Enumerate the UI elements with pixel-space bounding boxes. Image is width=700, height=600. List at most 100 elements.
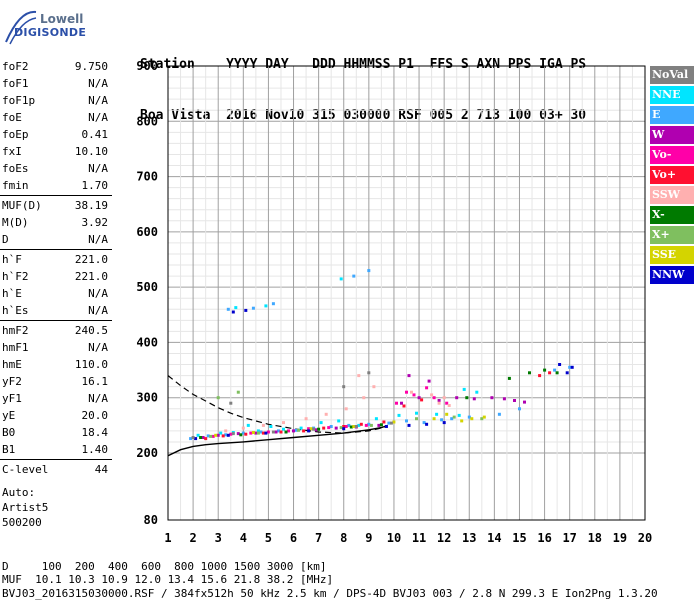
echo-point bbox=[450, 417, 454, 421]
echo-point bbox=[216, 396, 220, 400]
legend-item: Vo+ bbox=[650, 166, 694, 184]
echo-point bbox=[352, 274, 356, 278]
echo-point bbox=[507, 376, 511, 380]
echo-point bbox=[256, 429, 260, 433]
echo-point bbox=[327, 426, 331, 430]
echo-point bbox=[548, 371, 552, 375]
echo-point bbox=[339, 426, 343, 430]
param-value: N/A bbox=[88, 304, 108, 317]
echo-point bbox=[302, 429, 306, 433]
x-tick-label: 8 bbox=[340, 531, 347, 545]
echo-point bbox=[244, 308, 248, 312]
param-row: MUF(D) 38.19 bbox=[0, 197, 112, 214]
param-name: C-level bbox=[2, 463, 49, 476]
param-name: hmF2 bbox=[2, 324, 29, 337]
param-row: B0 18.4 bbox=[0, 424, 112, 441]
echo-point bbox=[226, 307, 230, 311]
echo-point bbox=[568, 365, 572, 369]
logo-line1: Lowell bbox=[40, 12, 84, 26]
param-row: foEs N/A bbox=[0, 160, 112, 177]
echo-point bbox=[482, 415, 486, 419]
echo-point bbox=[382, 420, 386, 424]
footer-muf-row: MUF 10.1 10.3 10.9 12.0 13.4 15.6 21.8 3… bbox=[2, 573, 334, 586]
echo-point bbox=[189, 437, 193, 441]
echo-point bbox=[407, 374, 411, 378]
x-tick-label: 16 bbox=[537, 531, 551, 545]
echo-point bbox=[565, 371, 569, 375]
echo-point bbox=[497, 412, 501, 416]
echo-point bbox=[292, 429, 295, 433]
auto-label: Auto: bbox=[2, 486, 36, 499]
x-tick-label: 20 bbox=[638, 531, 652, 545]
param-name: h`Es bbox=[2, 304, 29, 317]
param-row: D N/A bbox=[0, 231, 112, 248]
param-name: h`F bbox=[2, 253, 22, 266]
param-value: 20.0 bbox=[81, 409, 109, 422]
echo-point bbox=[234, 306, 238, 310]
param-row: foE N/A bbox=[0, 109, 112, 126]
echo-point bbox=[271, 430, 275, 434]
echo-point bbox=[261, 423, 265, 427]
param-row: C-level 44 bbox=[0, 461, 112, 478]
logo-antenna-icon bbox=[5, 10, 37, 45]
param-value: 10.10 bbox=[74, 145, 108, 158]
echo-point bbox=[211, 434, 215, 438]
param-value: 0.41 bbox=[81, 128, 109, 141]
echo-point bbox=[236, 432, 240, 436]
param-value: 110.0 bbox=[74, 358, 108, 371]
param-name: foEp bbox=[2, 128, 29, 141]
param-name: foF1p bbox=[2, 94, 36, 107]
param-value: 221.0 bbox=[74, 253, 108, 266]
echo-point bbox=[256, 431, 260, 435]
param-separator bbox=[0, 459, 112, 460]
param-value: N/A bbox=[88, 111, 108, 124]
echo-point bbox=[425, 422, 429, 426]
echo-point bbox=[475, 390, 479, 394]
param-value: 3.92 bbox=[81, 216, 109, 229]
echo-point bbox=[246, 423, 250, 427]
echo-point bbox=[359, 422, 363, 426]
echo-point bbox=[389, 421, 393, 425]
param-row: hmF1 N/A bbox=[0, 339, 112, 356]
x-tick-label: 15 bbox=[512, 531, 526, 545]
legend-item: NNW bbox=[650, 266, 694, 284]
param-row: h`F2 221.0 bbox=[0, 268, 112, 285]
param-value: 38.19 bbox=[74, 199, 108, 212]
param-name: B1 bbox=[2, 443, 16, 456]
echo-point bbox=[214, 433, 218, 437]
echo-point bbox=[194, 437, 198, 441]
virtual-height-trace bbox=[167, 375, 388, 434]
echo-point bbox=[297, 428, 300, 432]
y-tick-label: 80 bbox=[144, 513, 158, 527]
legend-item: X+ bbox=[650, 226, 694, 244]
y-tick-label: 600 bbox=[136, 225, 158, 239]
echo-point bbox=[523, 400, 526, 404]
auto-program: Artist5 bbox=[2, 501, 49, 514]
echo-point bbox=[427, 379, 431, 383]
echo-point bbox=[417, 396, 421, 400]
echo-point bbox=[465, 396, 469, 400]
echo-point bbox=[287, 429, 290, 433]
echo-point bbox=[271, 302, 275, 306]
echo-point bbox=[430, 393, 434, 397]
echo-point bbox=[432, 396, 436, 400]
param-row: B1 1.40 bbox=[0, 441, 112, 458]
echo-point bbox=[322, 426, 326, 430]
param-name: hmF1 bbox=[2, 341, 29, 354]
legend-item: SSW bbox=[650, 186, 694, 204]
echo-point bbox=[344, 407, 348, 411]
echo-point bbox=[342, 385, 346, 389]
echo-point bbox=[518, 407, 521, 411]
echo-point bbox=[266, 430, 270, 434]
echo-point bbox=[229, 432, 233, 436]
param-separator bbox=[0, 320, 112, 321]
x-tick-label: 4 bbox=[240, 531, 247, 545]
legend-item: W bbox=[650, 126, 694, 144]
x-tick-label: 6 bbox=[290, 531, 297, 545]
echo-point bbox=[241, 431, 245, 435]
autoscaling-info: Auto: Artist5 500200 bbox=[2, 485, 48, 530]
param-row: foF1 N/A bbox=[0, 75, 112, 92]
echo-point bbox=[347, 423, 351, 427]
echo-point bbox=[570, 365, 574, 369]
